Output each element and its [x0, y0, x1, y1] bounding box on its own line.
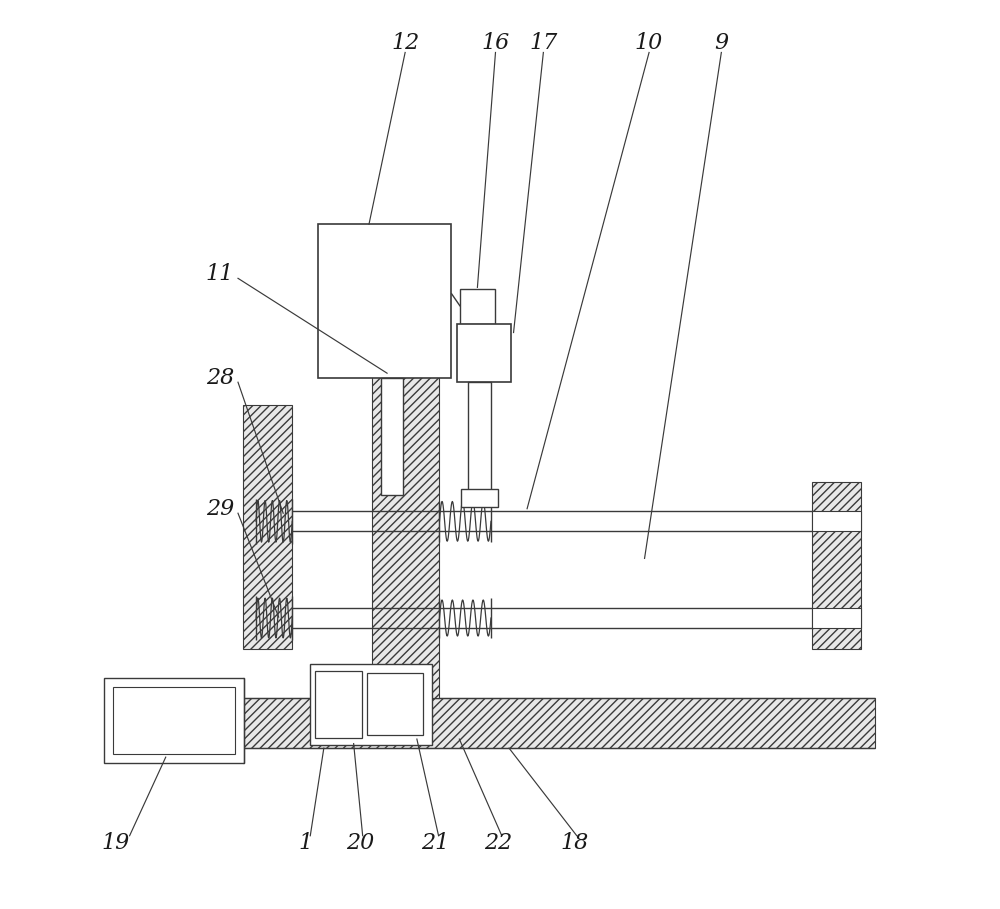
Text: 29: 29 — [206, 498, 234, 520]
Text: 11: 11 — [206, 263, 234, 285]
Text: 12: 12 — [391, 33, 419, 55]
Bar — [113, 686, 235, 754]
Bar — [812, 482, 861, 649]
Bar — [461, 489, 498, 507]
Bar — [381, 378, 403, 495]
Text: 19: 19 — [102, 832, 130, 854]
Bar — [367, 674, 423, 734]
Text: 16: 16 — [481, 33, 510, 55]
Text: 20: 20 — [346, 832, 374, 854]
Text: 22: 22 — [484, 832, 512, 854]
Bar — [457, 324, 511, 382]
Bar — [812, 512, 861, 531]
Bar — [243, 698, 875, 748]
Bar — [812, 608, 861, 628]
Bar — [104, 677, 244, 764]
Text: 1: 1 — [299, 832, 313, 854]
Text: 9: 9 — [714, 33, 728, 55]
Bar — [315, 672, 362, 738]
Bar — [468, 382, 491, 491]
Bar — [243, 405, 292, 649]
Text: 10: 10 — [635, 33, 663, 55]
Text: 28: 28 — [206, 366, 234, 389]
Bar — [460, 289, 495, 324]
Text: 17: 17 — [529, 33, 557, 55]
Text: 21: 21 — [421, 832, 449, 854]
Bar — [310, 664, 432, 745]
Text: 18: 18 — [560, 832, 588, 854]
Bar — [372, 374, 439, 698]
Bar — [318, 225, 451, 378]
